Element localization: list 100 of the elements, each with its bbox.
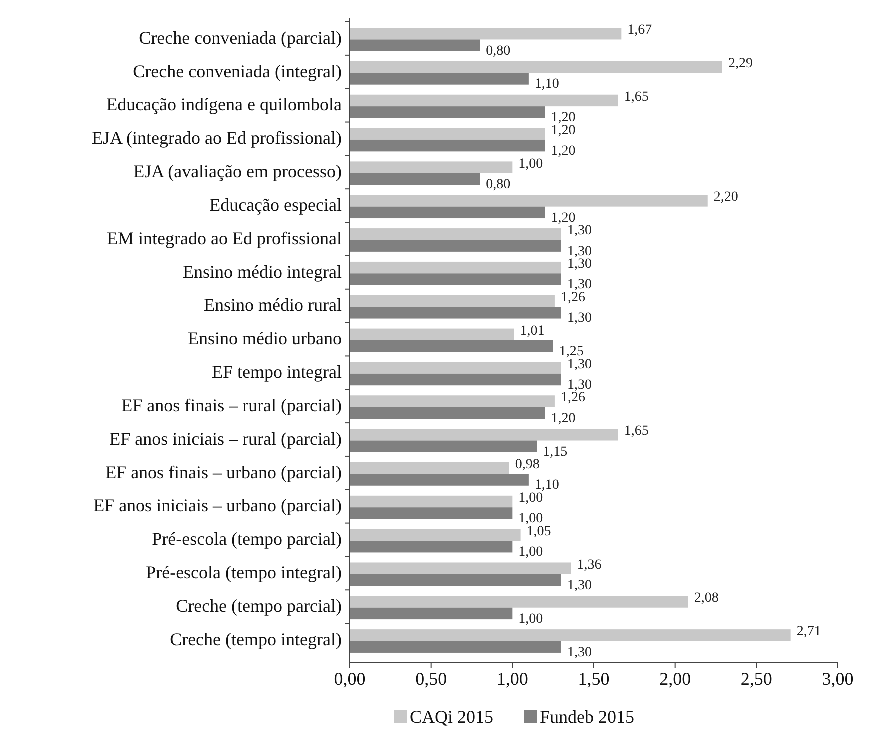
data-label: 0,80: [486, 44, 511, 59]
data-label: 1,15: [543, 444, 568, 460]
bar: [350, 228, 562, 240]
data-label: 2,08: [694, 591, 719, 606]
bar: [350, 407, 546, 420]
data-label: 1,65: [624, 424, 649, 440]
data-label: 0,80: [486, 177, 511, 192]
bar: [350, 262, 562, 274]
bar: [350, 508, 513, 520]
data-label: 1,10: [534, 77, 560, 92]
y-tick-label: EF anos finais – urbano (parcial): [106, 462, 342, 482]
data-label: 1,00: [518, 512, 544, 527]
data-label: 1,00: [518, 490, 544, 506]
data-label: 1,30: [567, 257, 592, 272]
y-tick-label: EF anos iniciais – rural (parcial): [110, 428, 342, 449]
bar: [350, 462, 510, 474]
y-tick-label: Ensino médio rural: [204, 295, 342, 316]
data-label: 1,00: [518, 156, 544, 172]
bar: [350, 641, 562, 653]
bar: [350, 562, 572, 574]
bar: [350, 440, 538, 452]
bar: [350, 396, 555, 408]
bar: [350, 529, 521, 542]
bar: [350, 274, 562, 286]
x-tick-label: 2,00: [660, 669, 692, 689]
x-tick-label: 0,50: [416, 669, 448, 689]
data-label: 1,26: [560, 390, 586, 406]
bar: [350, 307, 562, 319]
data-label: 2,29: [728, 56, 754, 72]
y-tick-label: EJA (integrado ao Ed profissional): [92, 128, 342, 148]
data-label: 1,05: [526, 524, 552, 540]
data-label: 1,00: [518, 612, 544, 627]
y-tick-label: Ensino médio integral: [183, 262, 342, 282]
data-label: 1,30: [567, 378, 592, 393]
bar: [350, 630, 791, 642]
data-label: 1,20: [551, 411, 576, 426]
data-label: 1,10: [534, 478, 560, 494]
data-label: 1,30: [567, 244, 592, 260]
legend-label: Fundeb 2015: [540, 707, 634, 727]
legend-label: CAQi 2015: [410, 707, 494, 727]
bar: [350, 574, 562, 586]
bar: [350, 140, 546, 152]
x-tick-label: 1,50: [578, 669, 610, 689]
data-label: 1,20: [551, 123, 576, 138]
bar: [350, 173, 480, 186]
bar: [350, 429, 618, 441]
data-label: 1,30: [567, 311, 592, 326]
bar: [350, 28, 622, 40]
data-label: 1,65: [624, 90, 649, 105]
bar: [350, 40, 480, 52]
bar: [350, 596, 688, 608]
data-label: 1,67: [628, 23, 652, 38]
data-label: 1,25: [559, 344, 584, 360]
data-label: 1,00: [518, 545, 544, 560]
data-label: 0,98: [515, 458, 540, 473]
y-tick-label: Educação indígena e quilombola: [106, 94, 342, 115]
x-tick-label: 3,00: [822, 669, 854, 689]
data-label: 1,30: [567, 224, 592, 239]
y-tick-label: Pré-escola (tempo parcial): [152, 529, 342, 550]
bar: [350, 73, 529, 85]
bar: [350, 474, 529, 486]
data-label: 1,30: [567, 357, 592, 372]
y-tick-label: EJA (avaliação em processo): [134, 162, 342, 182]
bar: [350, 128, 546, 140]
bar: [350, 61, 723, 74]
data-label: 1,26: [560, 290, 586, 306]
y-tick-label: Educação especial: [210, 194, 342, 215]
bar: [350, 206, 546, 219]
bar: [350, 374, 562, 386]
y-tick-label: Pré-escola (tempo integral): [146, 562, 342, 583]
bar: [350, 240, 562, 252]
bar: [350, 328, 514, 340]
bar: [350, 162, 513, 174]
bar: [350, 106, 546, 118]
x-tick-label: 0,00: [334, 669, 366, 689]
y-tick-label: EM integrado ao Ed profissional: [107, 228, 342, 248]
data-label: 1,36: [577, 558, 602, 573]
data-label: 1,20: [551, 110, 576, 126]
x-tick-label: 1,00: [496, 669, 528, 689]
data-label: 1,20: [551, 144, 576, 160]
bar: [350, 340, 554, 352]
data-label: 1,20: [551, 210, 576, 226]
y-tick-label: EF anos finais – rural (parcial): [122, 395, 342, 416]
bar: [350, 608, 513, 620]
y-tick-label: Creche conveniada (parcial): [139, 28, 342, 48]
y-tick-label: Ensino médio urbano: [188, 328, 342, 349]
data-label: 1,30: [567, 578, 592, 594]
data-label: 1,30: [567, 645, 592, 660]
y-tick-label: Creche (tempo integral): [170, 629, 342, 650]
bar: [350, 195, 708, 207]
bar: [350, 295, 555, 308]
data-label: 1,30: [567, 278, 592, 293]
bar: [350, 496, 513, 508]
y-tick-label: Creche (tempo parcial): [176, 596, 342, 616]
x-tick-label: 2,50: [740, 669, 772, 689]
bar: [350, 541, 513, 553]
bar: [350, 362, 562, 374]
data-label: 2,20: [714, 190, 738, 206]
bar: [350, 94, 618, 107]
data-label: 1,01: [520, 324, 545, 339]
